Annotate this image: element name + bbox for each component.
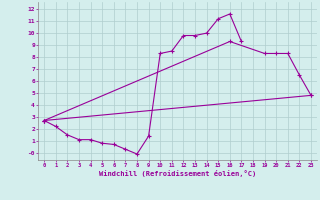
X-axis label: Windchill (Refroidissement éolien,°C): Windchill (Refroidissement éolien,°C) [99, 170, 256, 177]
